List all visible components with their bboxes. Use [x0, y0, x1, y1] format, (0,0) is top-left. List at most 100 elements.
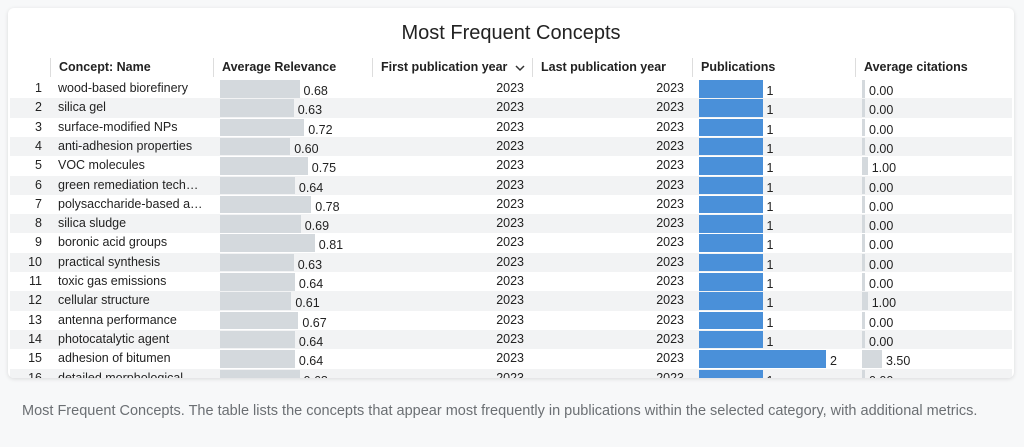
concept-name: practical synthesis: [58, 254, 161, 269]
table-row[interactable]: 10 practical synthesis 0.63 2023 2023 1 0.00: [10, 252, 1012, 272]
value-label: 0.68: [304, 373, 328, 379]
value-bar: [699, 350, 826, 368]
value-bar: [699, 176, 763, 194]
value-label: 0.00: [869, 84, 894, 98]
value-label: 0.00: [869, 238, 894, 253]
value-label: 1: [766, 219, 774, 234]
value-label: 0.63: [297, 103, 323, 118]
value-bar: [220, 176, 295, 194]
concept-name: boronic acid groups: [58, 235, 168, 250]
value-bar: [862, 350, 882, 368]
table-row[interactable]: 15 adhesion of bitumen 0.64 2023 2023 2 3.50: [10, 349, 1012, 368]
metric-cell: 0.72: [213, 118, 372, 137]
table-row[interactable]: 6 green remediation tech… 0.64 2023 2023 1 0.0…: [10, 175, 1012, 195]
year: 2023: [656, 138, 684, 153]
metric-cell: 0.81: [213, 233, 372, 252]
metric-cell: 0.00: [855, 118, 1012, 137]
table-row[interactable]: 9 boronic acid groups 0.81 2023 2023 1 0.00: [10, 233, 1012, 252]
row-index: 16: [28, 370, 42, 379]
year: 2023: [496, 254, 524, 269]
value-label: 1: [766, 180, 774, 195]
row-index: 11: [29, 274, 42, 288]
value-bar: [220, 99, 294, 117]
row-index: 5: [35, 158, 42, 173]
value-bar: [699, 215, 763, 233]
sort-icon[interactable]: [514, 63, 526, 73]
metric-cell: 1: [692, 311, 855, 330]
value-bar: [699, 234, 763, 252]
value-bar: [220, 118, 305, 137]
year: 2023: [496, 370, 524, 379]
value-bar: [220, 195, 312, 214]
concept-name: detailed morphological…: [58, 370, 196, 379]
row-index: 6: [35, 177, 42, 192]
value-label: 1: [766, 103, 774, 118]
metric-cell: 1: [692, 369, 855, 378]
value-label: 0.00: [869, 277, 894, 291]
metric-cell: 1: [692, 233, 855, 252]
concept-name: silica gel: [58, 100, 106, 115]
table-row[interactable]: 1 wood-based biorefinery 0.68 2023 2023 1 0.00: [10, 79, 1012, 98]
value-bar: [220, 253, 294, 272]
year: 2023: [496, 331, 524, 346]
value-bar: [862, 292, 868, 310]
table-row[interactable]: 7 polysaccharide-based a… 0.78 2023 2023 1 0.0…: [10, 195, 1012, 214]
value-bar: [862, 118, 865, 137]
metric-cell: 3.50: [855, 349, 1012, 368]
value-bar: [220, 311, 299, 330]
table-row[interactable]: 8 silica sludge 0.69 2023 2023 1 0.00: [10, 214, 1012, 234]
value-label: 0.00: [869, 122, 894, 137]
metric-cell: 1.00: [855, 156, 1012, 175]
value-label: 0.64: [298, 277, 324, 291]
value-label: 1: [766, 334, 774, 349]
year: 2023: [496, 138, 524, 153]
metric-cell: 0.69: [213, 214, 372, 233]
metric-cell: 0.00: [855, 253, 1012, 272]
metric-cell: 1: [692, 137, 855, 156]
concept-name: wood-based biorefinery: [58, 81, 188, 95]
column-header[interactable]: Last publication year: [532, 58, 692, 77]
table-row[interactable]: 16 detailed morphological… 0.68 2023 2023 1 0.…: [10, 368, 1012, 379]
column-header[interactable]: First publication year: [372, 58, 532, 77]
value-label: 0.81: [318, 238, 344, 253]
year: 2023: [496, 351, 524, 366]
table-row[interactable]: 5 VOC molecules 0.75 2023 2023 1 1.00: [10, 156, 1012, 175]
value-bar: [862, 157, 868, 175]
value-bar: [220, 80, 300, 98]
year: 2023: [656, 274, 684, 288]
value-label: 0.00: [869, 373, 893, 379]
value-label: 1: [766, 84, 774, 98]
value-label: 0.00: [869, 219, 894, 234]
value-label: 1: [766, 141, 774, 156]
metric-cell: 0.64: [213, 176, 372, 195]
metric-cell: 0.75: [213, 156, 372, 175]
value-label: 1: [766, 257, 774, 272]
concept-name: silica sludge: [58, 216, 127, 231]
concept-name: polysaccharide-based a…: [58, 196, 203, 211]
value-label: 0.00: [869, 180, 894, 195]
value-label: 0.78: [315, 199, 340, 214]
table-row[interactable]: 3 surface-modified NPs 0.72 2023 2023 1 0.00: [10, 118, 1012, 137]
value-bar: [220, 137, 291, 156]
table-row[interactable]: 11 toxic gas emissions 0.64 2023 2023 1 0.00: [10, 272, 1012, 291]
column-header[interactable]: Concept: Name: [50, 58, 213, 77]
value-bar: [862, 176, 865, 194]
column-header[interactable]: Average Relevance: [213, 58, 372, 77]
table-row[interactable]: 13 antenna performance 0.67 2023 2023 1 0.00: [10, 311, 1012, 330]
table-row[interactable]: 2 silica gel 0.63 2023 2023 1 0.00: [10, 98, 1012, 118]
column-header[interactable]: Publications: [692, 58, 855, 77]
value-bar: [220, 273, 295, 291]
value-bar: [699, 311, 763, 330]
table-row[interactable]: 14 photocatalytic agent 0.64 2023 2023 1 0.00: [10, 329, 1012, 350]
year: 2023: [496, 177, 524, 192]
metric-cell: 0.00: [855, 311, 1012, 330]
table-row[interactable]: 4 anti-adhesion properties 0.60 2023 2023 1 0.…: [10, 136, 1012, 157]
year: 2023: [656, 158, 684, 173]
metric-cell: 0.63: [213, 98, 372, 117]
value-label: 0.64: [298, 354, 324, 369]
column-header[interactable]: Average citations: [855, 58, 1012, 77]
value-bar: [220, 369, 300, 378]
year: 2023: [496, 196, 524, 211]
year: 2023: [496, 158, 524, 173]
table-row[interactable]: 12 cellular structure 0.61 2023 2023 1 1.00: [10, 291, 1012, 311]
